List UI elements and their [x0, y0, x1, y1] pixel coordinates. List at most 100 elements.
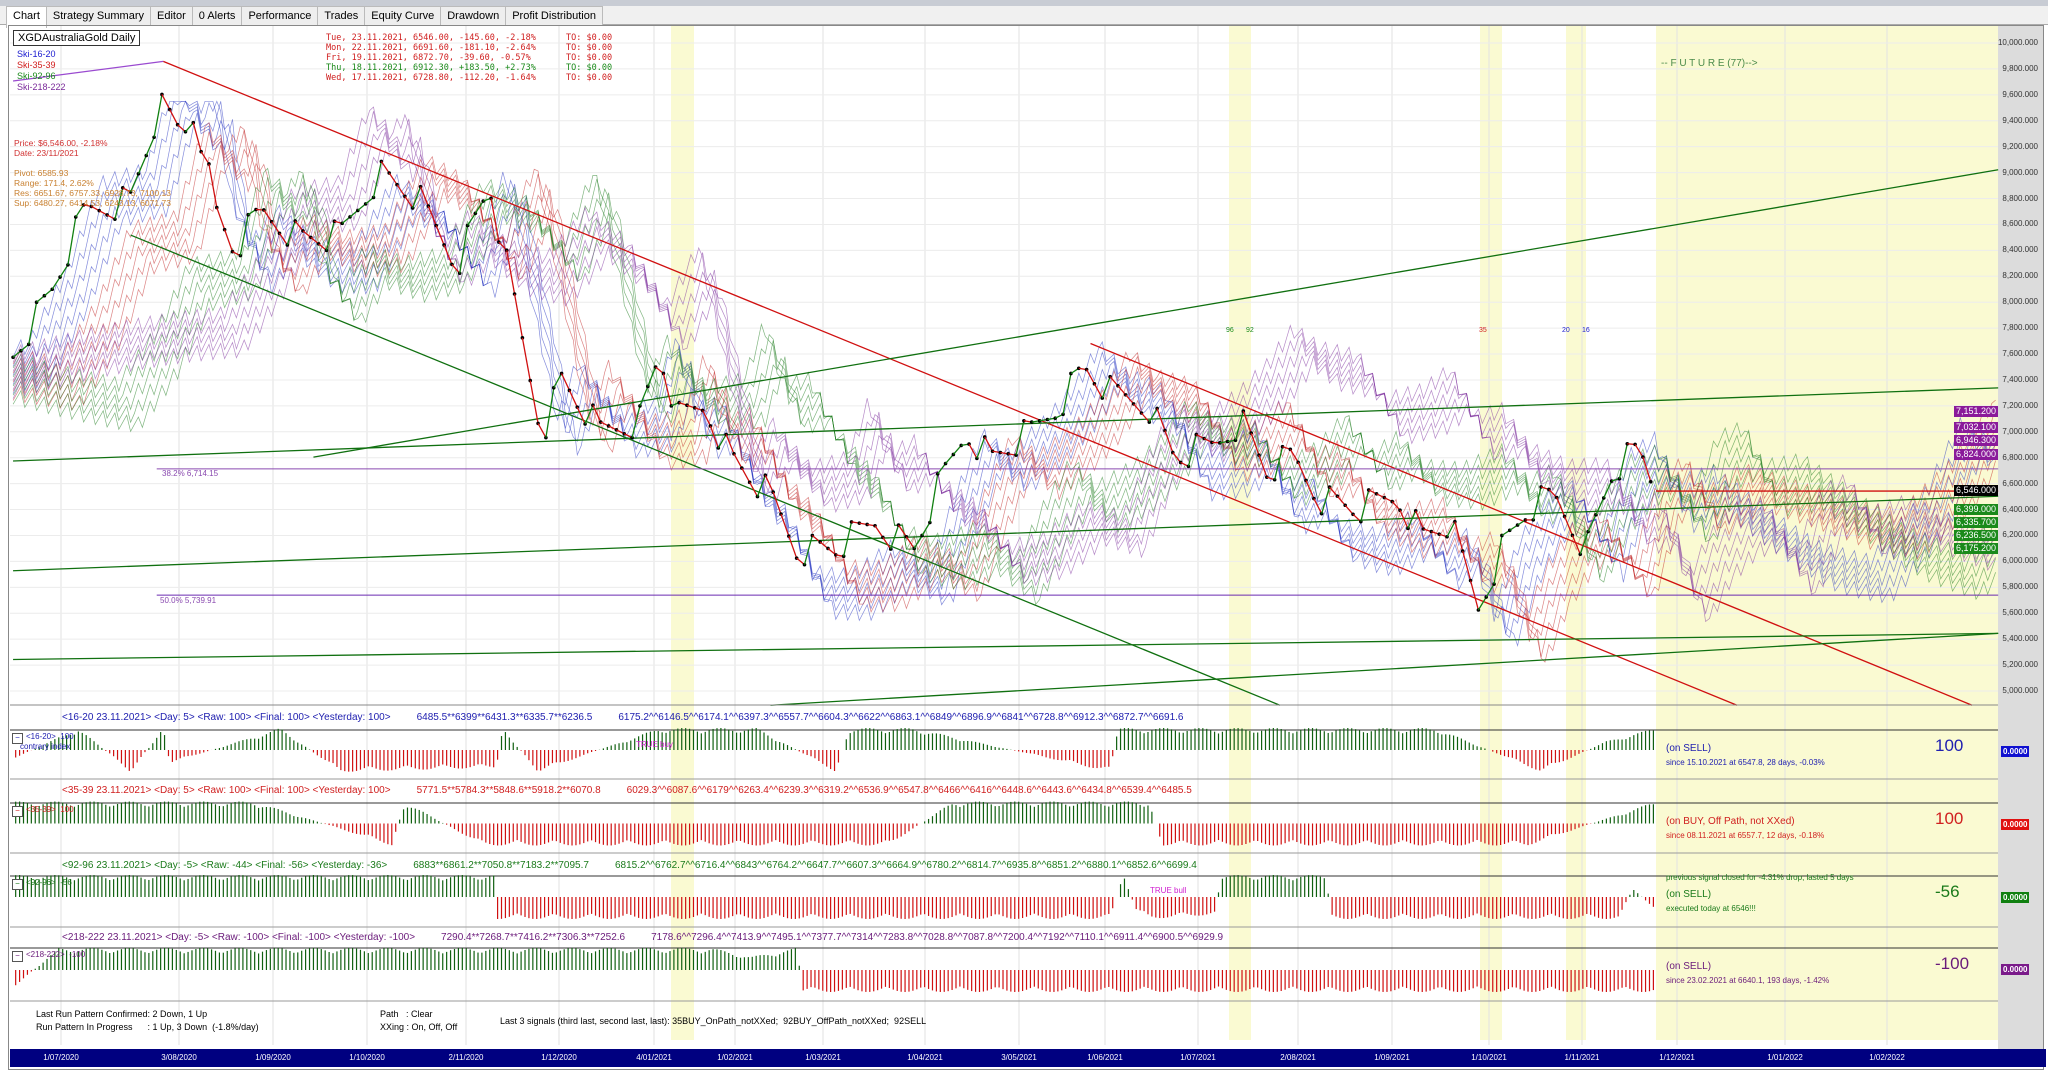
price-tag: 6,399.000	[1954, 503, 1998, 515]
date-tick-label: 3/05/2021	[1001, 1053, 1037, 1062]
price-segment	[169, 109, 179, 126]
trend-line[interactable]	[13, 495, 1999, 572]
panel-header-row: <218-222 23.11.2021> <Day: -5> <Raw: -10…	[62, 932, 1223, 944]
tab-editor[interactable]: Editor	[150, 6, 193, 26]
histogram	[15, 875, 1654, 919]
trend-line[interactable]	[770, 632, 1999, 706]
panel-value: -100	[1935, 954, 1970, 973]
price-segment	[216, 207, 226, 230]
price-segment	[553, 373, 563, 389]
true-signal-label: TRUE buy	[636, 740, 673, 749]
price-segment	[717, 434, 727, 449]
price-point	[1037, 418, 1042, 423]
price-segment	[1587, 514, 1597, 532]
price-segment	[474, 200, 484, 214]
price-segment	[788, 535, 798, 559]
price-segment	[427, 205, 437, 226]
price-segment	[1454, 521, 1464, 552]
quote-row: Thu, 18.11.2021, 6912.30, +183.50, +2.73…	[326, 63, 612, 73]
price-segment	[412, 186, 422, 209]
quote-day: Thu, 18.11.2021, 6912.30, +183.50, +2.73…	[326, 63, 536, 73]
trend-line[interactable]	[13, 387, 1999, 462]
panel-previous-signal: previous signal closed for -4.31% drop, …	[1666, 873, 1854, 882]
panel-header-row: <16-20 23.11.2021> <Day: 5> <Raw: 100> <…	[62, 712, 1183, 724]
price-segment	[1563, 516, 1574, 536]
ski-line	[12, 144, 1996, 658]
price-segment	[560, 373, 571, 391]
price-segment	[286, 220, 296, 246]
price-segment	[780, 513, 790, 537]
price-segment	[1329, 486, 1338, 497]
price-segment	[467, 212, 476, 226]
price-segment	[749, 482, 759, 497]
title-strip	[0, 0, 2048, 6]
price-segment	[945, 454, 954, 464]
trend-line[interactable]	[1090, 342, 1973, 706]
date-axis[interactable]: 1/07/2020 3/08/2020 1/09/2020 1/10/2020 2/11…	[10, 1049, 2046, 1067]
price-segment	[662, 373, 672, 407]
price-segment	[1148, 408, 1158, 423]
price-segment	[897, 524, 907, 538]
collapse-panel-button[interactable]: −	[12, 879, 23, 890]
price-segment	[733, 453, 743, 469]
quote-row: Mon, 22.11.2021, 6691.60, -181.10, -2.64…	[326, 43, 612, 53]
tab-profit-distribution[interactable]: Profit Distribution	[505, 6, 603, 26]
price-segment	[1477, 596, 1487, 611]
price-segment	[1258, 454, 1268, 478]
price-segment	[161, 94, 171, 110]
y-tick-label: 8,600.000	[2002, 219, 2038, 229]
panel-header: <92-96 23.11.2021> <Day: -5> <Raw: -44> …	[62, 860, 388, 871]
date-tick-label: 1/10/2020	[349, 1053, 385, 1062]
ski-band-ski-92-96	[12, 167, 1996, 606]
price-segment	[1305, 480, 1315, 499]
price-segment	[419, 186, 429, 207]
price-segment	[913, 535, 923, 549]
tab-drawdown[interactable]: Drawdown	[440, 6, 507, 26]
trend-line[interactable]	[130, 234, 1281, 706]
price-line	[11, 92, 1653, 612]
trend-line[interactable]	[13, 632, 1999, 661]
marker-92: 92	[1246, 327, 1254, 334]
future-label: -- F U T U R E (77)-->	[1661, 58, 1758, 69]
y-tick-label: 8,200.000	[2002, 271, 2038, 281]
price-point	[113, 217, 117, 221]
price-segment	[263, 209, 273, 222]
true-signal-label: TRUE bull	[1150, 886, 1187, 895]
date-tick-label: 1/01/2022	[1767, 1053, 1803, 1062]
y-tick-label: 5,600.000	[2002, 608, 2038, 618]
price-segment	[1571, 535, 1581, 555]
price-segment	[937, 463, 947, 475]
tab-strategy-summary[interactable]: Strategy Summary	[45, 6, 151, 26]
price-segment	[1140, 412, 1150, 423]
panel-value: 100	[1935, 809, 1964, 828]
panel-header: <218-222 23.11.2021> <Day: -5> <Raw: -10…	[62, 932, 416, 943]
histogram	[15, 728, 1654, 772]
highlight-band	[1480, 26, 1502, 1040]
panel-since: since 15.10.2021 at 6547.8, 28 days, -0.…	[1666, 758, 1825, 767]
ski-line	[12, 148, 1996, 623]
collapse-panel-button[interactable]: −	[12, 806, 23, 817]
price-point	[1648, 479, 1653, 484]
ski-line	[12, 174, 1996, 578]
quote-day: Wed, 17.11.2021, 6728.80, -112.20, -1.64…	[326, 73, 536, 83]
quote-turnover: TO: $0.00	[566, 53, 613, 63]
price-segment	[702, 410, 712, 427]
trend-line[interactable]	[12, 60, 164, 82]
price-point	[959, 443, 964, 448]
quote-turnover: TO: $0.00	[566, 73, 613, 83]
price-point	[1617, 476, 1622, 481]
price-tag: 6,335.700	[1954, 516, 1998, 528]
histogram	[15, 948, 1654, 992]
panel-status: (on BUY, Off Path, not XXed)	[1666, 816, 1795, 827]
collapse-panel-button[interactable]: −	[12, 733, 23, 744]
price-segment	[1548, 489, 1558, 498]
panel-sequence-2: 6815.2^^6762.7^^6716.4^^6843^^6764.2^^66…	[614, 860, 1197, 871]
y-tick-label: 9,600.000	[2002, 89, 2038, 99]
price-segment	[843, 521, 853, 557]
price-segment	[1485, 583, 1495, 598]
price-segment	[1446, 521, 1456, 538]
y-tick-label: 5,000.000	[2002, 686, 2038, 695]
collapse-panel-button[interactable]: −	[12, 951, 23, 962]
date-tick-label: 1/07/2021	[1180, 1053, 1216, 1062]
